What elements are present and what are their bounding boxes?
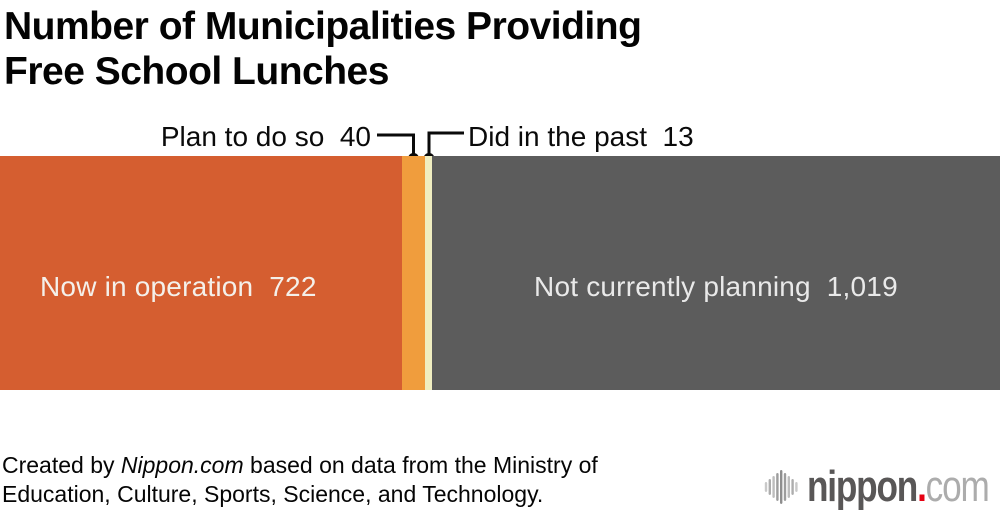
stacked-bar: Now in operation 722 Not currently plann…	[0, 156, 1000, 390]
logo-tld: com	[925, 462, 990, 510]
annotation-did-in-the-past: Did in the past 13	[468, 121, 694, 152]
source-credit: Created by Nippon.com based on data from…	[2, 451, 702, 509]
credit-source: Nippon.com	[120, 452, 244, 478]
leader-line-plan	[377, 133, 415, 158]
credit-prefix: Created by	[2, 452, 121, 478]
bar-segment-not-currently-planning: Not currently planning 1,019	[431, 156, 1000, 390]
credit-suffix: based on data from the Ministry of Educa…	[2, 452, 598, 507]
leader-line-past	[427, 131, 464, 158]
bar-label-now-in-operation: Now in operation 722	[40, 271, 317, 302]
chart-title: Number of Municipalities Providing Free …	[4, 4, 642, 94]
soundwave-icon	[764, 470, 798, 504]
bar-segment-plan-to-do-so	[402, 156, 425, 390]
logo-text: nippon.com	[807, 465, 990, 509]
bar-label-not-currently-planning: Not currently planning 1,019	[534, 271, 898, 302]
chart-title-line1: Number of Municipalities Providing	[4, 5, 642, 48]
logo-wordmark: nippon	[807, 462, 918, 510]
logo-dot: .	[917, 462, 927, 510]
nippon-com-logo[interactable]: nippon.com	[764, 465, 1000, 509]
bar-segment-did-in-the-past	[424, 156, 432, 390]
chart-title-line2: Free School Lunches	[4, 50, 389, 93]
annotation-plan-to-do-so: Plan to do so 40	[160, 121, 371, 152]
bar-segment-now-in-operation: Now in operation 722	[0, 156, 403, 390]
